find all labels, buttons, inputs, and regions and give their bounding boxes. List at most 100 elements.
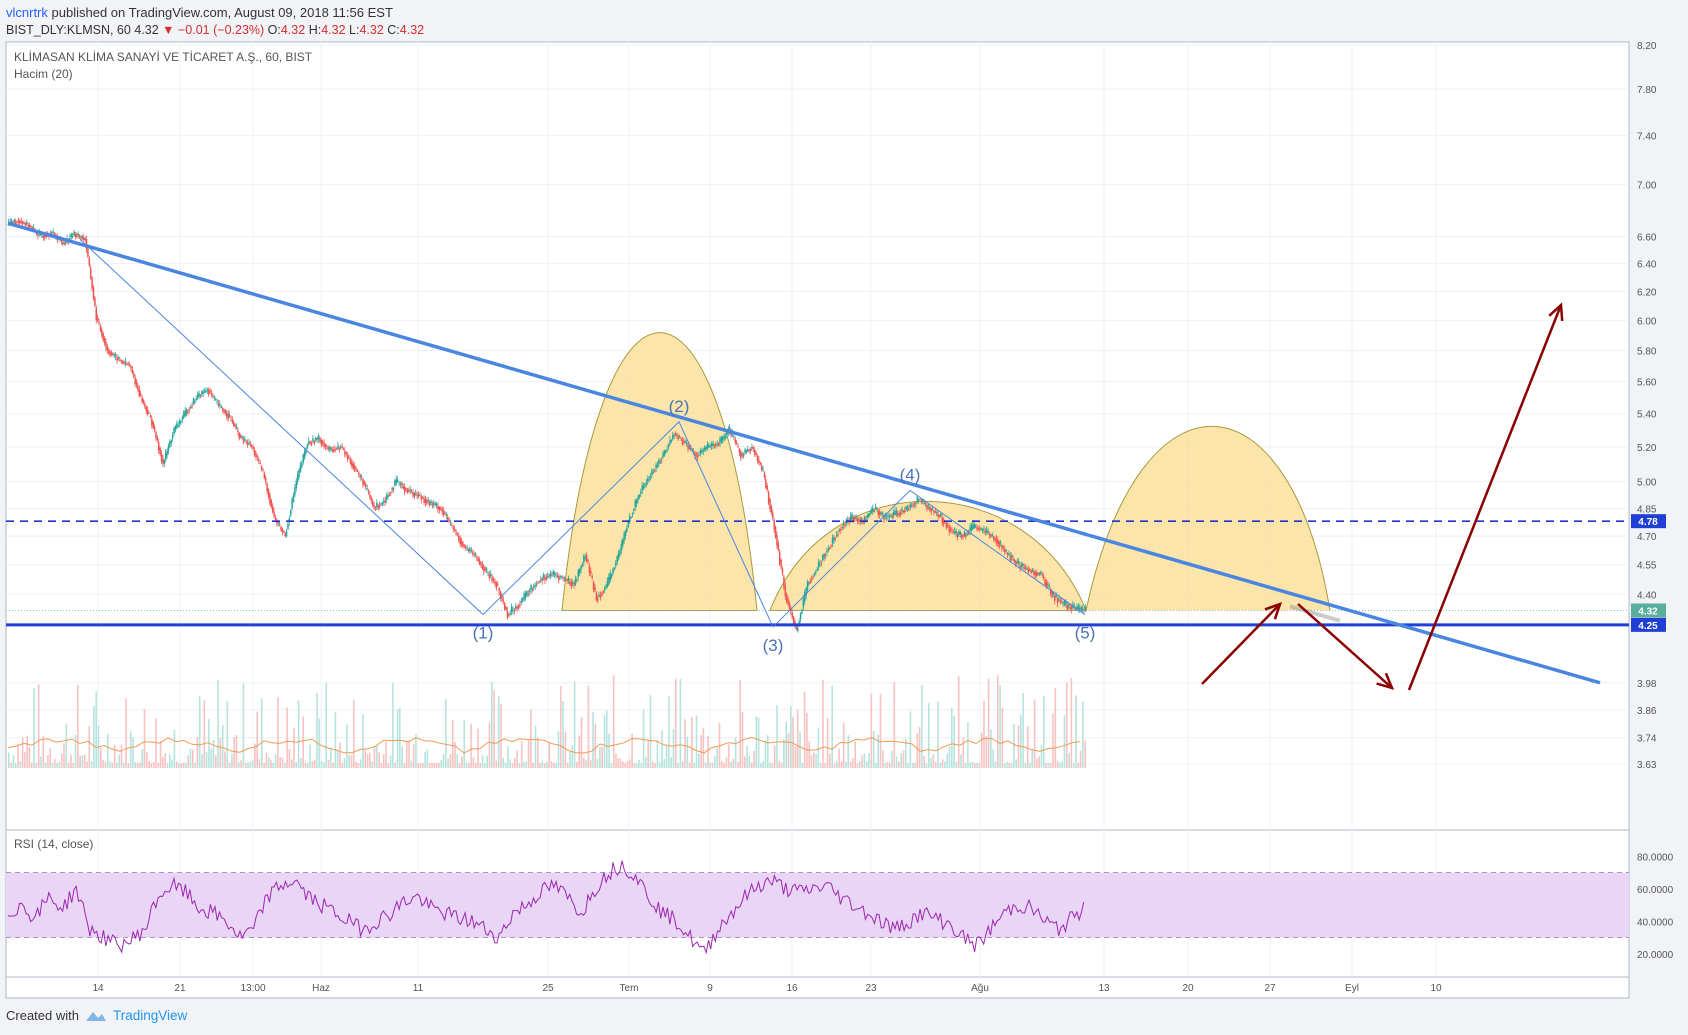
candle-body [894, 510, 896, 515]
candle-body [285, 531, 288, 537]
candle-body [1015, 561, 1017, 566]
author-link[interactable]: vlcnrtrk [6, 5, 48, 20]
candle-body [570, 582, 573, 587]
candle-body [899, 512, 902, 515]
volume-bar [362, 714, 364, 768]
candle-body [431, 503, 434, 506]
tradingview-link[interactable]: TradingView [112, 1008, 188, 1023]
candle-body [462, 543, 464, 548]
candle-body [959, 532, 962, 535]
candle-body [308, 441, 310, 444]
candle-body [440, 507, 442, 509]
candle-body [708, 445, 710, 447]
price-tick-label: 3.98 [1637, 679, 1657, 690]
candle-body [505, 606, 507, 611]
candle-body [21, 221, 24, 224]
volume-bar [930, 757, 932, 768]
candle-body [697, 455, 699, 458]
time-tick-label: 13:00 [240, 983, 265, 994]
volume-bar [792, 717, 794, 768]
candle-body [20, 221, 23, 223]
candle-body [301, 462, 303, 468]
candle-body [109, 351, 111, 356]
candle-body [877, 510, 880, 515]
candle-body [158, 442, 160, 451]
volume-bar [803, 691, 806, 768]
volume-bar [1003, 762, 1006, 768]
volume-bar [422, 762, 424, 768]
candle-body [349, 459, 352, 465]
volume-bar [1033, 699, 1036, 768]
candle-body [835, 534, 838, 537]
volume-bar [806, 712, 808, 768]
candle-body [923, 502, 925, 504]
candle-body [740, 452, 742, 458]
candle-body [678, 436, 681, 438]
candle-body [146, 409, 149, 415]
candle-body [356, 470, 359, 472]
candle-body [134, 377, 136, 384]
volume-bar [739, 680, 741, 768]
volume-bar [923, 755, 925, 768]
volume-bar [284, 762, 286, 768]
candle-body [547, 576, 549, 578]
volume-bar [279, 757, 281, 768]
price-tick-label: 7.40 [1637, 132, 1657, 143]
candle-body [510, 607, 513, 612]
volume-bar [125, 698, 127, 768]
candle-body [296, 474, 299, 482]
price-tick-label: 5.00 [1637, 477, 1657, 488]
candle-body [1065, 601, 1067, 605]
volume-bar [911, 762, 914, 768]
candle-body [346, 455, 349, 459]
volume-bar [1084, 740, 1086, 768]
candle-body [444, 512, 446, 514]
volume-bar [35, 762, 38, 768]
candle-body [203, 390, 206, 393]
volume-bar [937, 701, 939, 768]
volume-bar [859, 761, 861, 768]
candle-body [71, 236, 74, 238]
volume-bar [67, 762, 70, 768]
volume-bar [426, 749, 429, 768]
candle-body [531, 588, 534, 590]
candle-body [687, 444, 689, 449]
candle-body [33, 227, 35, 229]
candle-body [60, 240, 63, 242]
price-tick-label: 4.55 [1637, 561, 1657, 572]
chart-canvas[interactable]: (1) (2) (3) (4) (5) 80.0000 60.0000 40.0000 20.… [0, 40, 1688, 1004]
candle-body [1045, 581, 1048, 586]
candle-body [114, 354, 117, 357]
candle-body [138, 389, 141, 397]
candle-body [1010, 555, 1013, 558]
volume-bar [622, 761, 624, 768]
candle-body [213, 396, 216, 398]
volume-bar [458, 762, 461, 768]
volume-bar [1010, 762, 1013, 768]
volume-bar [40, 756, 42, 768]
volume-bar [111, 762, 114, 768]
volume-bar [369, 752, 371, 768]
candle-body [299, 464, 302, 472]
candle-body [148, 412, 150, 414]
volume-bar [143, 709, 146, 768]
candle-body [1038, 573, 1041, 575]
candle-body [363, 481, 366, 485]
candle-body [506, 610, 509, 618]
volume-bars [7, 675, 1086, 768]
candle-body [981, 529, 984, 531]
candle-body [116, 357, 118, 361]
volume-bar [228, 762, 231, 768]
volume-bar [771, 762, 774, 768]
candle-body [88, 258, 91, 266]
volume-bar [537, 737, 539, 768]
candle-body [599, 594, 602, 597]
volume-bar [42, 735, 45, 768]
volume-bar [1026, 726, 1029, 768]
candle-body [712, 442, 714, 446]
volume-bar [870, 693, 873, 768]
candle-body [744, 449, 746, 454]
candle-body [130, 365, 132, 369]
candle-body [949, 528, 952, 531]
candle-body [412, 492, 414, 496]
